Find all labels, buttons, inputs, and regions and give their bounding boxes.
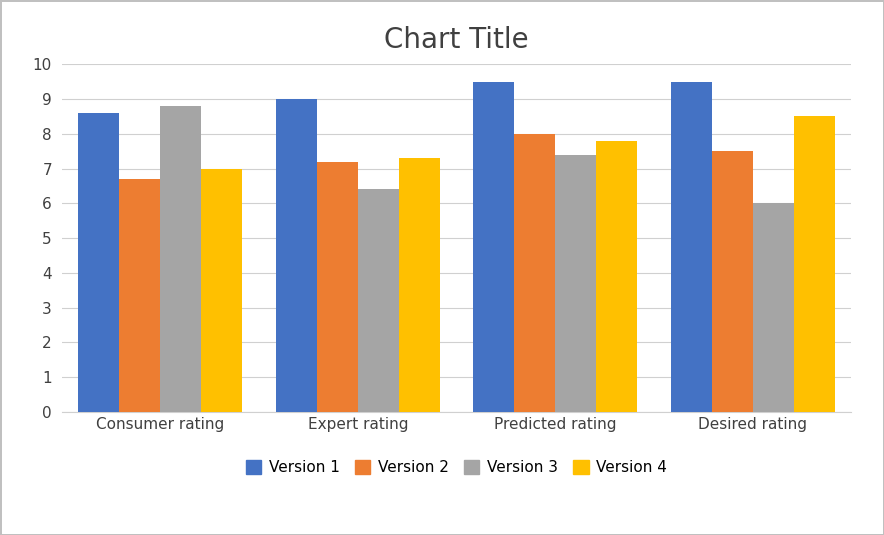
- Bar: [514, 134, 555, 412]
- Title: Chart Title: Chart Title: [385, 26, 529, 54]
- Bar: [752, 203, 794, 412]
- Bar: [794, 117, 834, 412]
- Legend: Version 1, Version 2, Version 3, Version 4: Version 1, Version 2, Version 3, Version…: [240, 454, 673, 482]
- Bar: [160, 106, 202, 412]
- Bar: [79, 113, 119, 412]
- Bar: [555, 155, 596, 412]
- Bar: [202, 169, 242, 412]
- Bar: [316, 162, 358, 412]
- Bar: [671, 82, 712, 412]
- Bar: [358, 189, 399, 412]
- Bar: [276, 99, 316, 412]
- Bar: [119, 179, 160, 412]
- Bar: [596, 141, 637, 412]
- Bar: [399, 158, 439, 412]
- Bar: [473, 82, 514, 412]
- Bar: [712, 151, 752, 412]
